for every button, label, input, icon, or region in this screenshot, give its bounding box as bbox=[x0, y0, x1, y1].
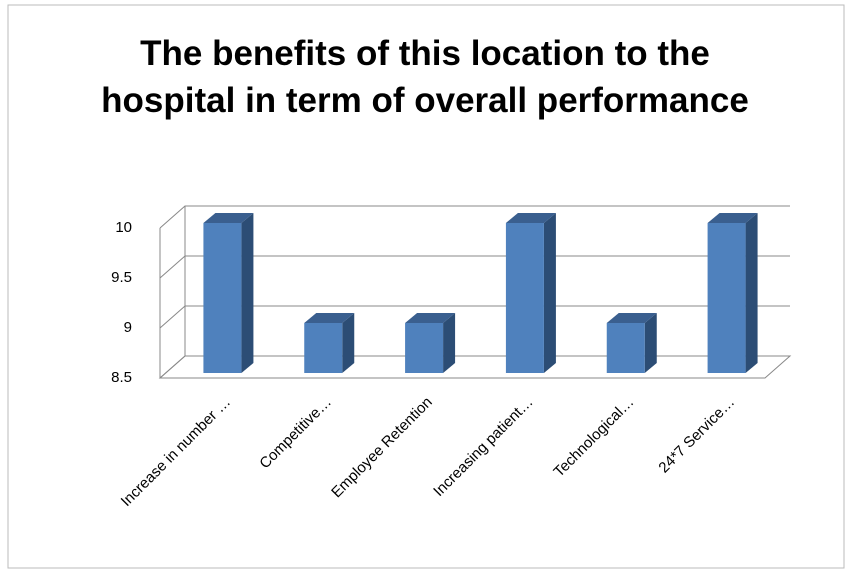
bar bbox=[304, 313, 355, 373]
x-tick-label: Increase in number … bbox=[118, 394, 234, 510]
bar bbox=[505, 213, 556, 373]
grid-line bbox=[159, 255, 790, 279]
chart-title: The benefits of this location to the hos… bbox=[101, 34, 749, 120]
y-tick-label: 8.5 bbox=[111, 369, 132, 386]
y-tick-label: 9 bbox=[124, 319, 132, 336]
x-tick-label: Technological… bbox=[550, 394, 637, 481]
bar-top bbox=[304, 313, 355, 323]
bar-side bbox=[443, 313, 456, 373]
grid-line bbox=[159, 355, 790, 379]
bar-top bbox=[606, 313, 657, 323]
bar-side bbox=[543, 213, 556, 373]
bar bbox=[606, 313, 657, 373]
bar-side bbox=[644, 313, 657, 373]
x-tick-label: 24*7 Service… bbox=[655, 394, 738, 477]
bar-side bbox=[342, 313, 355, 373]
bar-front bbox=[405, 323, 444, 373]
bar-front bbox=[203, 223, 242, 373]
bar bbox=[203, 213, 254, 373]
x-tick-label: Increasing patient… bbox=[430, 394, 536, 500]
bar-side bbox=[241, 213, 254, 373]
y-tick-label: 10 bbox=[115, 219, 132, 236]
bar bbox=[405, 313, 456, 373]
grid-line bbox=[159, 305, 790, 329]
bar-front bbox=[606, 323, 645, 373]
bar-front bbox=[707, 223, 746, 373]
bar-side bbox=[745, 213, 758, 373]
x-tick-label: Competitive… bbox=[256, 394, 335, 473]
x-tick-label: Employee Retention bbox=[328, 394, 436, 502]
bar-front bbox=[505, 223, 544, 373]
bar-top bbox=[505, 213, 556, 223]
floor bbox=[158, 355, 792, 379]
bar-front bbox=[304, 323, 343, 373]
bar bbox=[707, 213, 758, 373]
grid-line bbox=[159, 205, 790, 229]
chart-border bbox=[7, 4, 845, 569]
bar-top bbox=[707, 213, 758, 223]
bar-top bbox=[203, 213, 254, 223]
y-tick-label: 9.5 bbox=[111, 269, 132, 286]
bar-top bbox=[405, 313, 456, 323]
